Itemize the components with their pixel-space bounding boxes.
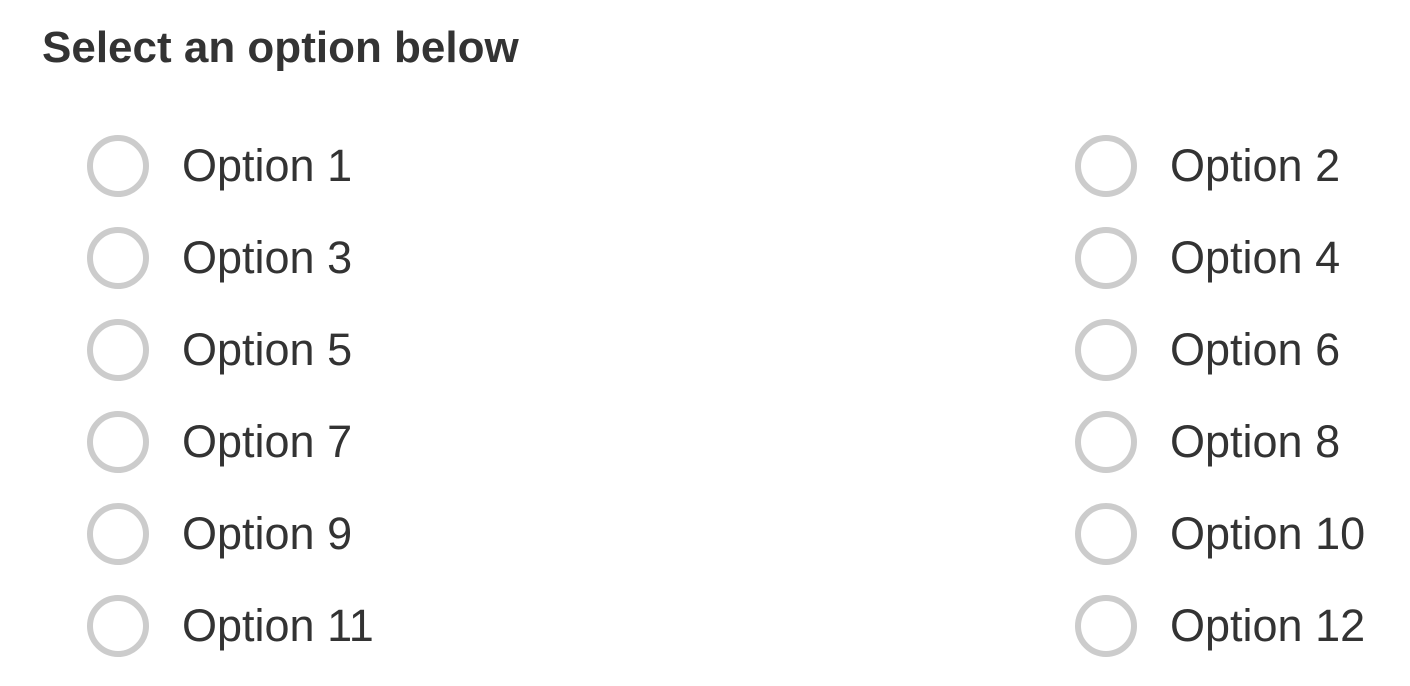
radio-button-icon[interactable] <box>87 135 149 197</box>
radio-button-icon[interactable] <box>1075 319 1137 381</box>
option-label[interactable]: Option 2 <box>1170 140 1341 191</box>
radio-button-icon[interactable] <box>1075 227 1137 289</box>
option-label[interactable]: Option 7 <box>182 416 353 467</box>
radio-option-3[interactable]: Option 3 <box>87 227 352 289</box>
option-label[interactable]: Option 11 <box>182 600 374 651</box>
radio-option-5[interactable]: Option 5 <box>87 319 352 381</box>
radio-button-icon[interactable] <box>87 319 149 381</box>
option-label[interactable]: Option 5 <box>182 324 353 375</box>
radio-option-1[interactable]: Option 1 <box>87 135 352 197</box>
radio-option-4[interactable]: Option 4 <box>1075 227 1340 289</box>
radio-option-9[interactable]: Option 9 <box>87 503 352 565</box>
radio-option-7[interactable]: Option 7 <box>87 411 352 473</box>
radio-option-11[interactable]: Option 11 <box>87 595 374 657</box>
option-label[interactable]: Option 10 <box>1170 508 1366 559</box>
radio-button-icon[interactable] <box>87 411 149 473</box>
radio-option-8[interactable]: Option 8 <box>1075 411 1340 473</box>
radio-button-icon[interactable] <box>87 503 149 565</box>
radio-button-icon[interactable] <box>1075 411 1137 473</box>
radio-button-icon[interactable] <box>1075 595 1137 657</box>
radio-button-icon[interactable] <box>1075 503 1137 565</box>
option-label[interactable]: Option 1 <box>182 140 353 191</box>
radio-button-icon[interactable] <box>87 595 149 657</box>
radio-button-icon[interactable] <box>1075 135 1137 197</box>
radio-option-12[interactable]: Option 12 <box>1075 595 1365 657</box>
question-title: Select an option below <box>42 23 519 72</box>
radio-button-icon[interactable] <box>87 227 149 289</box>
option-label[interactable]: Option 6 <box>1170 324 1341 375</box>
radio-option-6[interactable]: Option 6 <box>1075 319 1340 381</box>
radio-option-10[interactable]: Option 10 <box>1075 503 1365 565</box>
option-label[interactable]: Option 9 <box>182 508 353 559</box>
option-label[interactable]: Option 3 <box>182 232 353 283</box>
option-label[interactable]: Option 8 <box>1170 416 1341 467</box>
option-label[interactable]: Option 12 <box>1170 600 1366 651</box>
option-label[interactable]: Option 4 <box>1170 232 1341 283</box>
radio-option-2[interactable]: Option 2 <box>1075 135 1340 197</box>
